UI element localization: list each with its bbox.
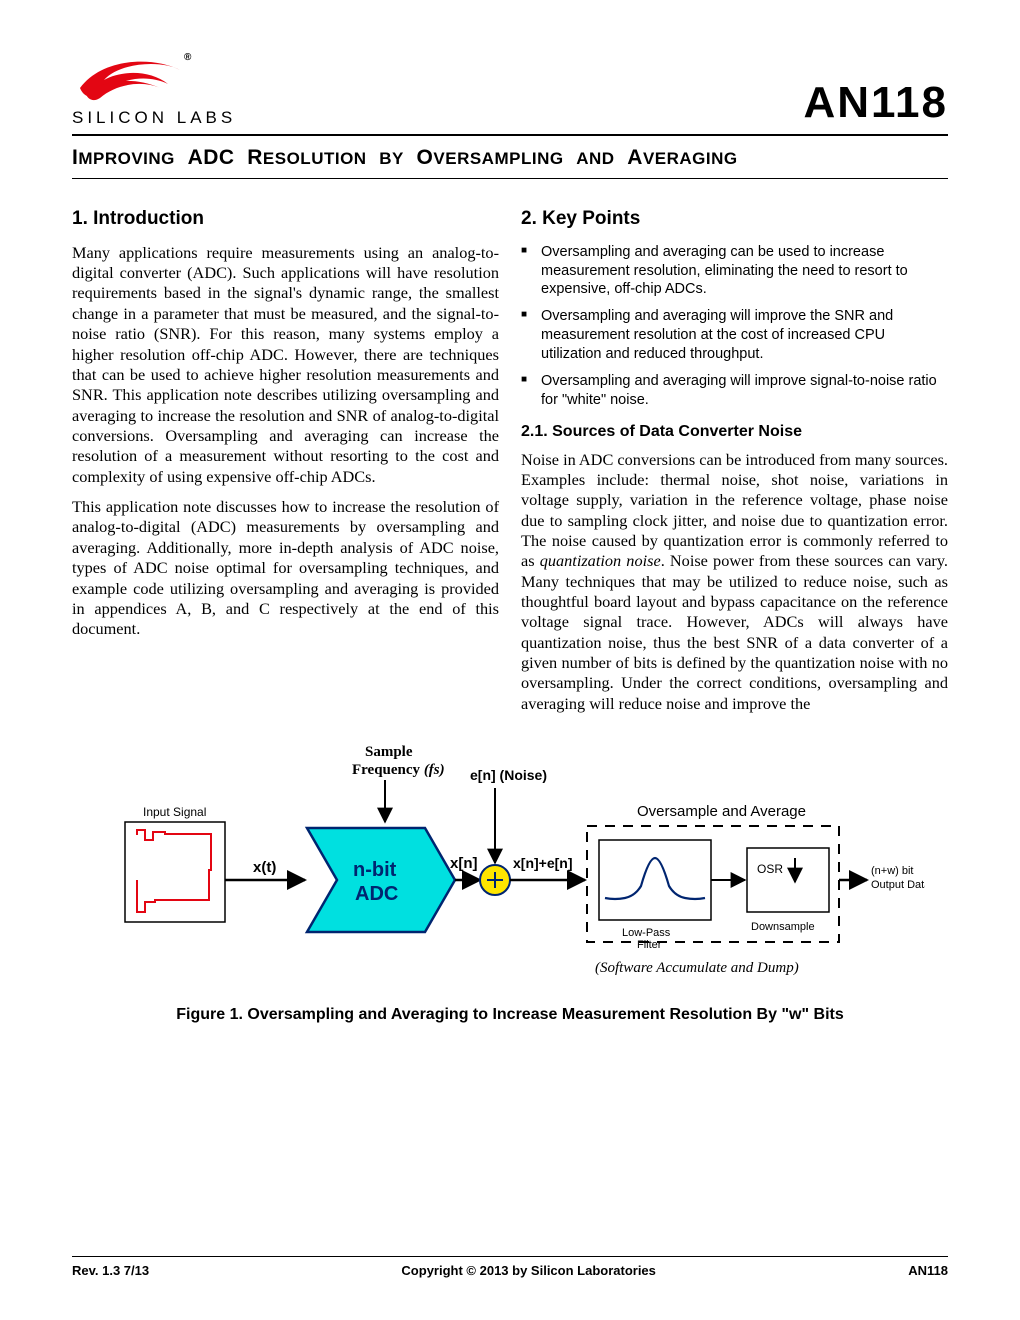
columns: 1. Introduction Many applications requir… [72, 207, 948, 724]
lpf-box [599, 840, 711, 920]
section2-heading: 2. Key Points [521, 207, 948, 231]
figure-1-caption: Figure 1. Oversampling and Averaging to … [72, 1005, 948, 1026]
downsample-box [747, 848, 829, 912]
label-out-top: (n+w) bit [871, 865, 914, 877]
doc-number: AN118 [803, 78, 948, 128]
label-xt: x(t) [253, 859, 276, 876]
left-column: 1. Introduction Many applications requir… [72, 207, 499, 724]
label-input-signal: Input Signal [143, 805, 206, 819]
label-xn: x[n] [450, 855, 478, 872]
right-column: 2. Key Points Oversampling and averaging… [521, 207, 948, 724]
page: ® SILICON LABS AN118 IMPROVING ADC RESOL… [0, 0, 1020, 1320]
bullet-item: Oversampling and averaging can be used t… [521, 243, 948, 300]
section2-1-para: Noise in ADC conversions can be introduc… [521, 450, 948, 715]
bullet-item: Oversampling and averaging will improve … [521, 307, 948, 364]
footer: Rev. 1.3 7/13 Copyright © 2013 by Silico… [72, 1256, 948, 1278]
footer-center: Copyright © 2013 by Silicon Laboratories [401, 1263, 655, 1278]
section1-heading: 1. Introduction [72, 207, 499, 231]
logo-text: SILICON LABS [72, 108, 236, 128]
section1-para1: Many applications require measurements u… [72, 243, 499, 487]
label-sample: Sample [365, 744, 413, 760]
keypoints-list: Oversampling and averaging can be used t… [521, 243, 948, 410]
label-software-note: (Software Accumulate and Dump) [595, 960, 799, 976]
section1-para2: This application note discusses how to i… [72, 497, 499, 640]
logo-block: ® SILICON LABS [72, 50, 236, 128]
footer-left: Rev. 1.3 7/13 [72, 1263, 149, 1278]
footer-right: AN118 [908, 1263, 948, 1278]
label-osr: OSR [757, 862, 783, 876]
label-oversample: Oversample and Average [637, 803, 806, 820]
svg-text:Low-Pass: Low-Pass [622, 927, 671, 939]
figure-1-svg: Sample Frequency (fs) e[n] (Noise) Input… [95, 740, 925, 995]
svg-text:®: ® [184, 52, 192, 63]
svg-text:Filter: Filter [637, 939, 662, 951]
label-downsample: Downsample [751, 921, 815, 933]
label-out-bottom: Output Data [871, 879, 925, 891]
doc-title: IMPROVING ADC RESOLUTION BY OVERSAMPLING… [72, 142, 948, 179]
section2-1-heading: 2.1. Sources of Data Converter Noise [521, 422, 948, 442]
label-adc-bottom: ADC [355, 883, 398, 905]
bullet-item: Oversampling and averaging will improve … [521, 372, 948, 410]
header: ® SILICON LABS AN118 [72, 50, 948, 136]
label-noise: e[n] (Noise) [470, 767, 547, 783]
label-xnen: x[n]+e[n] [513, 855, 573, 871]
figure-1: Sample Frequency (fs) e[n] (Noise) Input… [72, 740, 948, 1026]
silabs-logo-icon: ® [72, 50, 192, 106]
label-adc-top: n-bit [353, 859, 397, 881]
svg-text:Frequency (fs): Frequency (fs) [352, 762, 445, 778]
